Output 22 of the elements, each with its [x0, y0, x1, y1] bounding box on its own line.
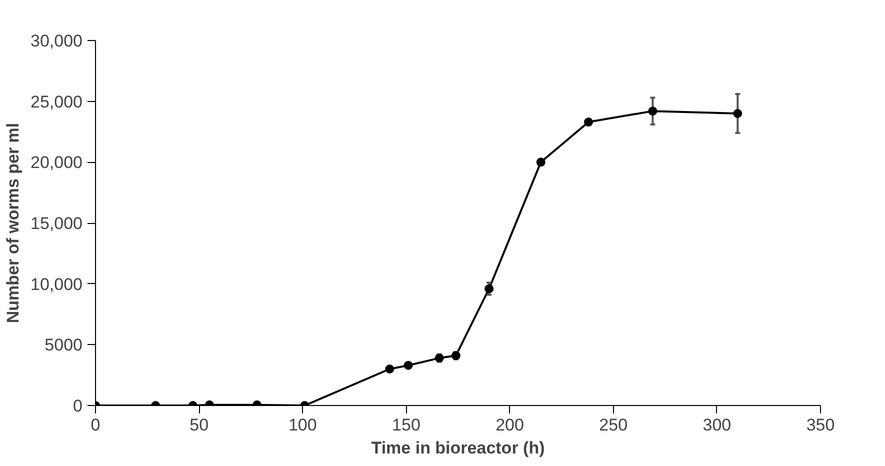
point [584, 118, 593, 127]
x-tick-label: 200 [496, 416, 524, 434]
y-tick-label: 15,000 [30, 214, 83, 233]
x-tick-label: 50 [190, 416, 209, 434]
x-tick-label: 350 [806, 416, 835, 434]
y-axis-title: Number of worms per ml [4, 122, 23, 324]
x-axis-title: Time in bioreactor (h) [371, 438, 545, 458]
x-tick-label: 300 [702, 416, 732, 434]
point [536, 158, 546, 167]
y-tick-label: 5000 [44, 336, 83, 355]
y-tick-label: 0 [73, 396, 83, 416]
x-tick-label: 100 [288, 416, 317, 434]
point [733, 109, 742, 118]
y-tick-label: 20,000 [30, 153, 83, 172]
y-tick-label: 30,000 [30, 32, 83, 50]
y-tick-label: 25,000 [30, 92, 83, 112]
x-tick-label: 150 [392, 416, 420, 434]
x-tick-label: 250 [599, 416, 628, 434]
point [648, 106, 658, 116]
point [484, 284, 494, 294]
x-tick-label: 0 [90, 416, 100, 434]
y-tick-label: 10,000 [30, 274, 83, 294]
